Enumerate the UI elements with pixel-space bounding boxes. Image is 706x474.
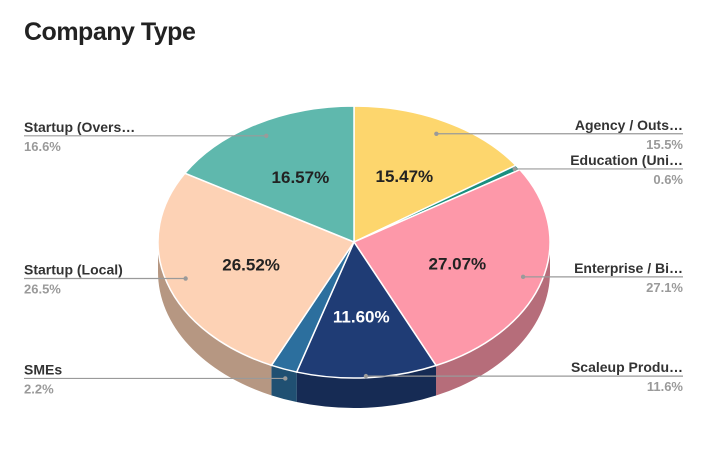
- leader-dot-4: [283, 376, 288, 381]
- pie-slice-6[interactable]: [183, 105, 355, 244]
- data-label-5: 26.52%: [222, 255, 280, 274]
- slice-percent-0: 15.5%: [646, 137, 683, 152]
- slice-percent-6: 16.6%: [24, 139, 61, 154]
- data-label-2: 27.07%: [429, 254, 487, 273]
- slice-label-2: Enterprise / Bi…: [574, 260, 683, 276]
- pie-top-group: [157, 105, 551, 379]
- leader-dot-6: [264, 133, 269, 139]
- slice-percent-3: 11.6%: [647, 379, 684, 394]
- leader-dot-1: [512, 166, 517, 172]
- pie-slice-0[interactable]: [353, 105, 518, 244]
- slice-percent-1: 0.6%: [653, 172, 683, 187]
- slice-label-5: Startup (Local): [24, 262, 123, 278]
- legend-labels: Agency / Outs… 15.5%Education (Uni… 0.6% En…: [24, 117, 684, 396]
- pie-side-4: [271, 365, 297, 403]
- slice-label-6: Startup (Overs…: [24, 119, 135, 135]
- slice-percent-5: 26.5%: [24, 282, 61, 297]
- slice-label-4: SMEs: [24, 361, 62, 377]
- slice-label-3: Scaleup Produ…: [571, 359, 683, 375]
- chart-title: Company Type: [24, 18, 196, 46]
- data-label-6: 16.57%: [272, 168, 330, 187]
- pie-side-2: [436, 242, 550, 396]
- pie-slice-2[interactable]: [352, 168, 551, 367]
- slice-label-1: Education (Uni…: [570, 152, 683, 168]
- data-label-0: 15.47%: [376, 167, 434, 186]
- leader-dot-5: [183, 276, 188, 281]
- leader-dot-3: [363, 373, 369, 379]
- pie-slice-5[interactable]: [157, 172, 356, 367]
- slice-percent-2: 27.1%: [646, 280, 683, 295]
- pie-side-5: [158, 242, 272, 396]
- leader-dot-0: [434, 131, 439, 136]
- data-label-3: 11.60%: [333, 308, 390, 327]
- slice-label-0: Agency / Outs…: [575, 117, 683, 133]
- leader-dot-2: [520, 274, 526, 280]
- slice-percent-4: 2.2%: [24, 381, 54, 396]
